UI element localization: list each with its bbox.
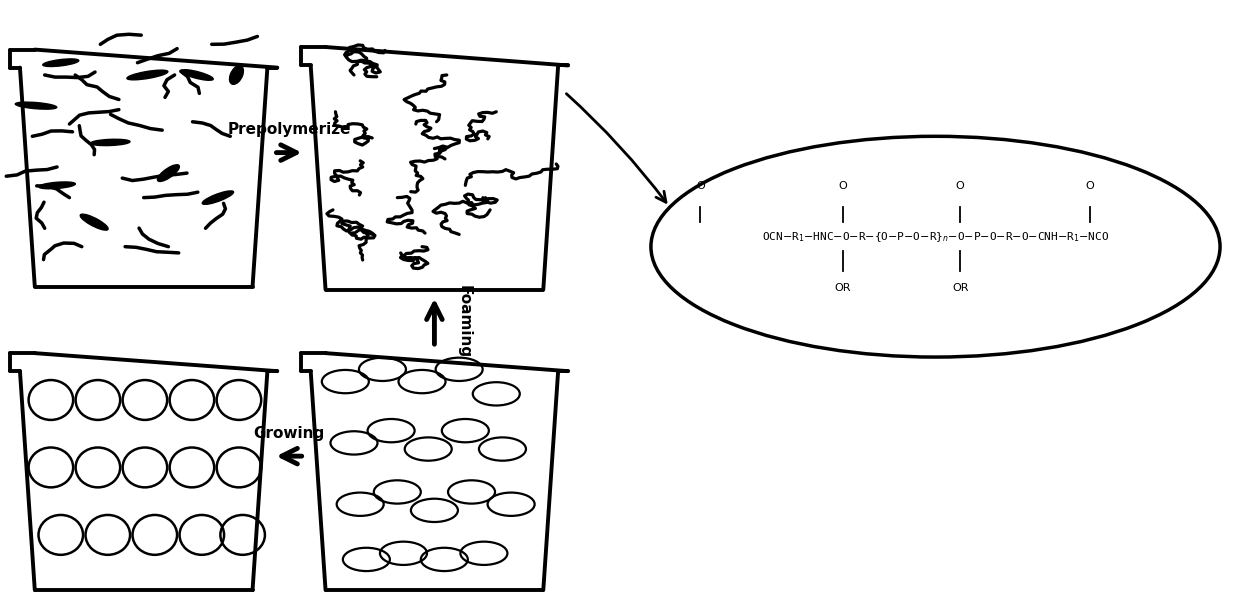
Ellipse shape (42, 59, 79, 67)
Ellipse shape (157, 164, 180, 182)
Text: Foaming: Foaming (456, 285, 471, 358)
Ellipse shape (15, 102, 57, 109)
Text: OR: OR (835, 283, 851, 293)
Ellipse shape (38, 182, 76, 188)
Text: O: O (696, 182, 704, 192)
Text: O: O (838, 182, 847, 192)
Ellipse shape (81, 214, 108, 230)
Ellipse shape (91, 139, 130, 145)
Text: OR: OR (952, 283, 968, 293)
Ellipse shape (229, 65, 243, 84)
Ellipse shape (181, 70, 213, 80)
Text: Growing: Growing (253, 426, 325, 441)
Text: O: O (956, 182, 965, 192)
Text: OCN$-$R$_1$$-$HNC$-$O$-$R$-${O$-$P$-$O$-$R}$_n$$-$O$-$P$-$O$-$R$-$O$-$CNH$-$R$_1: OCN$-$R$_1$$-$HNC$-$O$-$R$-${O$-$P$-$O$-… (761, 230, 1109, 245)
Text: Prepolymerize: Prepolymerize (227, 123, 351, 137)
Ellipse shape (202, 191, 233, 205)
Text: O: O (1086, 182, 1095, 192)
Ellipse shape (126, 70, 167, 80)
